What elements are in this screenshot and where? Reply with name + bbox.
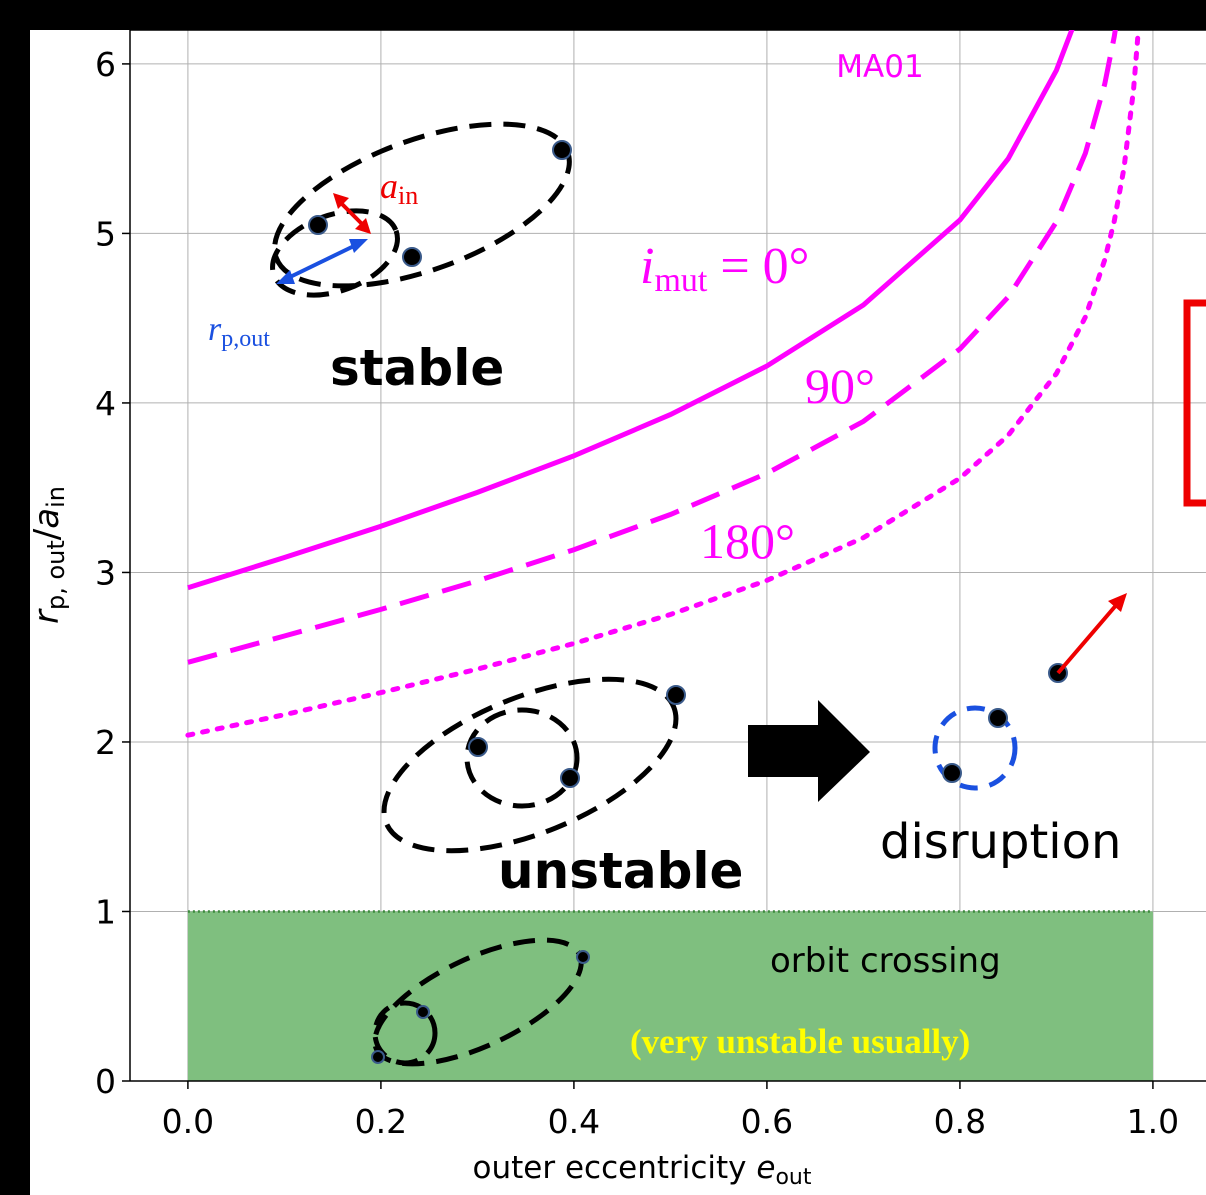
label: e [756,1150,775,1186]
body [943,764,961,782]
body [577,951,589,963]
x-tick-label: 0.8 [934,1102,986,1141]
math: = 0° [707,238,809,295]
body [403,248,421,266]
y-tick-label: 3 [95,553,116,592]
annotation: rp,out [208,311,270,352]
orbit [467,710,577,806]
label: in [42,486,70,508]
series-line [188,0,1124,662]
y-tick-label: 0 [95,1062,116,1101]
body [372,1051,384,1063]
math: p,out [221,326,270,352]
body [561,769,579,787]
y-tick-label: 4 [95,384,116,423]
x-tick-label: 1.0 [1127,1102,1179,1141]
frame-left [0,0,30,1195]
arrow [288,245,356,278]
frame-top [0,0,1206,30]
x-tick-label: 0.6 [741,1102,793,1141]
y-tick-label: 1 [95,892,116,931]
body [469,738,487,756]
body [417,1006,429,1018]
body [553,141,571,159]
math: in [398,181,418,210]
label: out [775,1165,811,1190]
orbit [254,91,590,319]
y-tick-label: 5 [95,214,116,253]
annotation: 90° [805,358,875,414]
label: p, out [42,540,70,610]
body [309,216,327,234]
label: a [27,508,67,529]
y-tick-label: 6 [95,45,116,84]
math: i [640,238,654,295]
x-tick-label: 0.0 [162,1102,214,1141]
label: outer eccentricity [473,1150,757,1186]
arrow [340,202,364,226]
series-line [188,20,1076,588]
annotation: orbit crossing [770,941,1001,981]
annotation: unstable [498,842,743,900]
body [989,709,1007,727]
annotation: MA01 [836,49,923,85]
plot-background: 0.0 0.2 0.4 0.6 0.8 1.0 0 1 2 3 4 5 6 [95,30,1206,1141]
x-axis-label: outer eccentricity eout [473,1150,812,1190]
annotation: ain [380,166,418,210]
big-arrow [748,700,870,802]
body [667,686,685,704]
x-tick-label: 0.4 [548,1102,600,1141]
label: / [27,528,67,540]
annotation: 180° [700,513,795,569]
x-tick-label: 0.2 [355,1102,407,1141]
y-axis-label: rp, out/ain [27,486,70,624]
annotation: stable [330,339,504,397]
chart: 0.00.20.40.60.81.00123456 MA01 im [0,0,1206,1195]
annotation: imut = 0° [640,238,809,299]
math: mut [654,262,707,299]
annotation: disruption [880,814,1121,870]
y-tick-label: 2 [95,723,116,762]
math: r [208,311,222,348]
arrow [1058,603,1118,673]
annotation: (very unstable usually) [630,1022,970,1061]
math: a [380,166,398,206]
